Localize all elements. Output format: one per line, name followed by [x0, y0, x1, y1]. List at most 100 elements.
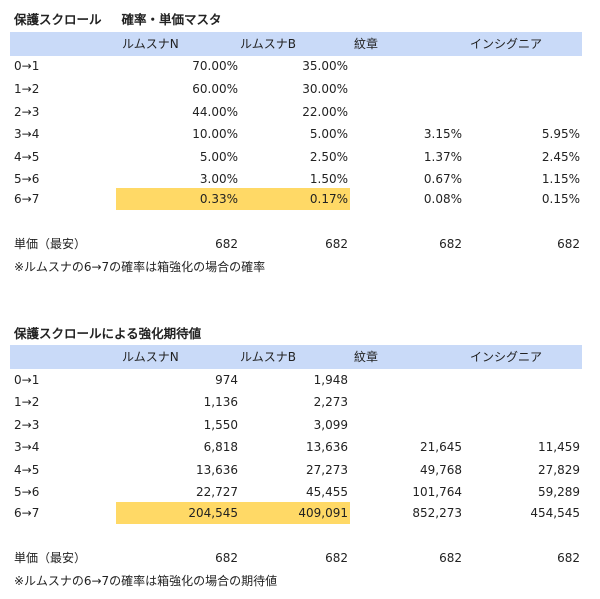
cell-value [468, 368, 580, 392]
table-row: 3→4 6,818 13,636 21,645 11,459 [10, 435, 582, 459]
unit-price-value: 682 [439, 237, 462, 251]
cell-value: 2.50% [309, 150, 348, 164]
section2-title: 保護スクロールによる強化期待値 [14, 326, 202, 341]
section1-header-row: ルムスナN ルムスナB 紋章 インシグニア [10, 32, 582, 56]
section2-header-lumsuna-n: ルムスナN [122, 350, 179, 364]
cell-value: 13,636 [306, 440, 348, 454]
cell-value: 1.50% [309, 172, 348, 186]
row-label: 3→4 [14, 440, 40, 454]
section1-title: 保護スクロール 確率・単価マスタ [14, 9, 222, 31]
table-row: 5→6 22,727 45,455 101,764 59,289 [10, 480, 582, 504]
cell-value: 5.00% [199, 150, 238, 164]
row-label: 6→7 [14, 192, 40, 206]
unit-price-label: 単価（最安） [14, 237, 87, 251]
cell-value [352, 77, 462, 101]
cell-value [352, 54, 462, 78]
cell-value: 22.00% [302, 105, 348, 119]
cell-value: 49,768 [420, 463, 462, 477]
cell-value: 1,136 [203, 395, 238, 409]
row-label: 4→5 [14, 150, 40, 164]
cell-value: 974 [215, 373, 238, 387]
cell-value: 44.00% [192, 105, 238, 119]
unit-price-row: 単価（最安） 682 682 682 682 [10, 546, 582, 570]
cell-value: 0.17% [309, 192, 348, 206]
cell-value [468, 390, 580, 414]
cell-value: 5.00% [309, 127, 348, 141]
table-row: 0→1 70.00% 35.00% [10, 54, 582, 78]
row-label: 5→6 [14, 172, 40, 186]
section1-title-part1: 保護スクロール [14, 12, 102, 27]
cell-value: 1.15% [541, 172, 580, 186]
section1-title-part2: 確率・単価マスタ [121, 12, 222, 27]
cell-value [352, 368, 462, 392]
table-row-highlighted: 6→7 0.33% 0.17% 0.08% 0.15% [10, 187, 582, 211]
section2-header-lumsuna-b: ルムスナB [240, 350, 296, 364]
table-row: 2→3 1,550 3,099 [10, 413, 582, 437]
section1-header-insignia: インシグニア [470, 37, 543, 51]
cell-value: 0.15% [541, 192, 580, 206]
cell-value: 101,764 [412, 485, 462, 499]
cell-value [468, 77, 580, 101]
highlight-cell [236, 502, 350, 524]
cell-value: 1.37% [423, 150, 462, 164]
cell-value: 27,829 [538, 463, 580, 477]
highlight-cell [236, 188, 350, 210]
section1-header-lumsuna-b: ルムスナB [240, 37, 296, 51]
row-label: 0→1 [14, 59, 40, 73]
cell-value: 60.00% [192, 82, 238, 96]
row-label: 4→5 [14, 463, 40, 477]
cell-value: 5.95% [541, 127, 580, 141]
table-row: 4→5 13,636 27,273 49,768 27,829 [10, 458, 582, 482]
table-row: 1→2 1,136 2,273 [10, 390, 582, 414]
cell-value: 27,273 [306, 463, 348, 477]
highlight-cell [116, 502, 236, 524]
unit-price-value: 682 [557, 551, 580, 565]
section2-header-row: ルムスナN ルムスナB 紋章 インシグニア [10, 345, 582, 369]
cell-value: 1,948 [313, 373, 348, 387]
row-label: 6→7 [14, 506, 40, 520]
table-row: 0→1 974 1,948 [10, 368, 582, 392]
unit-price-value: 682 [325, 237, 348, 251]
cell-value: 852,273 [412, 506, 462, 520]
cell-value: 0.33% [199, 192, 238, 206]
section2-note: ※ルムスナの6→7の確率は箱強化の場合の期待値 [14, 574, 278, 588]
cell-value: 3.00% [199, 172, 238, 186]
cell-value: 30.00% [302, 82, 348, 96]
cell-value: 454,545 [530, 506, 580, 520]
cell-value [468, 413, 580, 437]
cell-value: 13,636 [196, 463, 238, 477]
unit-price-value: 682 [325, 551, 348, 565]
table-row-highlighted: 6→7 204,545 409,091 852,273 454,545 [10, 501, 582, 525]
unit-price-value: 682 [439, 551, 462, 565]
row-label: 2→3 [14, 105, 40, 119]
cell-value: 35.00% [302, 59, 348, 73]
cell-value: 70.00% [192, 59, 238, 73]
cell-value: 3,099 [313, 418, 348, 432]
unit-price-label: 単価（最安） [14, 551, 87, 565]
row-label: 3→4 [14, 127, 40, 141]
cell-value: 11,459 [538, 440, 580, 454]
cell-value: 22,727 [196, 485, 238, 499]
row-label: 2→3 [14, 418, 40, 432]
section2-header-insignia: インシグニア [470, 350, 543, 364]
unit-price-row: 単価（最安） 682 682 682 682 [10, 232, 582, 256]
cell-value [352, 100, 462, 124]
cell-value: 2.45% [541, 150, 580, 164]
row-label: 1→2 [14, 82, 40, 96]
section1-note: ※ルムスナの6→7の確率は箱強化の場合の確率 [14, 260, 266, 274]
cell-value: 409,091 [298, 506, 348, 520]
cell-value: 204,545 [188, 506, 238, 520]
row-label: 1→2 [14, 395, 40, 409]
cell-value [352, 413, 462, 437]
table-row: 4→5 5.00% 2.50% 1.37% 2.45% [10, 145, 582, 169]
cell-value: 2,273 [313, 395, 348, 409]
section2-header-crest: 紋章 [354, 350, 379, 364]
cell-value [468, 100, 580, 124]
unit-price-value: 682 [215, 237, 238, 251]
cell-value: 0.08% [423, 192, 462, 206]
highlight-cell [116, 188, 236, 210]
table-row: 1→2 60.00% 30.00% [10, 77, 582, 101]
cell-value: 0.67% [423, 172, 462, 186]
cell-value [352, 390, 462, 414]
